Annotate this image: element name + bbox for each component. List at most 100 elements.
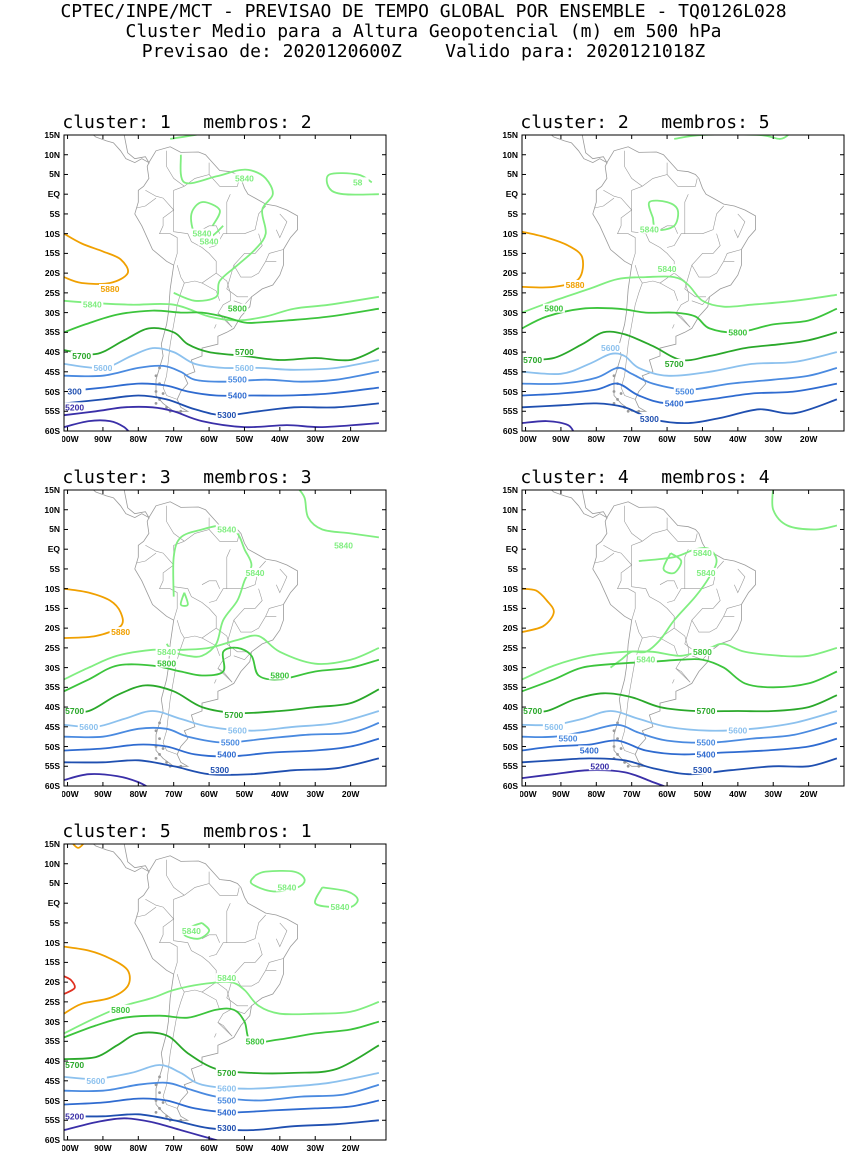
contour-label-bg [599, 343, 622, 353]
country-border [226, 974, 248, 1007]
lat-label: 45S [44, 1075, 60, 1086]
lat-label: 15N [44, 485, 60, 495]
contour-label-bg [64, 1111, 86, 1121]
contour-label: 5200 [65, 1111, 84, 1121]
map-frame: 5840 5840 5840 5840 5800 5800 5700 5700 5600 5600… [44, 839, 388, 1160]
lat-label: 5S [49, 563, 60, 574]
lat-label: 5S [49, 917, 60, 928]
contour-label: 5840 [331, 902, 350, 912]
contour-label-bg [588, 761, 611, 771]
country-border [631, 541, 643, 565]
lat-label: 40S [44, 1056, 60, 1067]
contour-5200 [64, 1117, 220, 1140]
lat-label: 30S [44, 662, 60, 673]
contour-label-bg [155, 658, 178, 668]
country-border [184, 871, 210, 896]
contour-5200 [64, 773, 148, 786]
country-border [209, 588, 245, 603]
country-border [176, 974, 217, 993]
contour-label: 5600 [217, 1084, 236, 1094]
contour-label-bg [77, 721, 100, 731]
country-border [723, 604, 742, 617]
contour-label-bg [215, 1107, 238, 1117]
contour-label-bg [70, 351, 93, 361]
country-border [244, 914, 266, 943]
country-border [155, 904, 233, 1037]
contour-label: 5400 [228, 390, 247, 400]
lon-label: 100W [62, 434, 80, 444]
lon-label: 70W [165, 1143, 183, 1153]
contour-label: 5500 [217, 1096, 236, 1106]
contour-5840 [771, 490, 838, 531]
contour-5600 [522, 710, 838, 732]
country-border [659, 225, 678, 234]
contour-label: 5700 [523, 355, 542, 365]
lat-label: 10N [44, 858, 60, 869]
contour-5600 [522, 351, 838, 377]
contour-label: 5600 [235, 363, 254, 373]
contour-5600 [64, 710, 380, 732]
contour-label: 5600 [728, 726, 747, 736]
lon-label: 70W [165, 434, 183, 444]
country-border [624, 150, 643, 187]
contour-label-bg [726, 327, 749, 337]
island [619, 392, 623, 395]
lat-label: 15N [44, 839, 60, 849]
contour-label: 5700 [65, 1060, 84, 1070]
lon-label: 30W [306, 1143, 324, 1153]
island [616, 753, 619, 756]
lon-label: 90W [94, 789, 112, 799]
country-border [666, 174, 698, 187]
panel-title: cluster: 3 membros: 3 [62, 467, 312, 488]
country-border [145, 545, 157, 552]
contour-label-bg [268, 670, 291, 680]
country-border [734, 568, 746, 594]
island [619, 747, 623, 750]
contour-5700 [64, 1031, 380, 1075]
island [626, 409, 630, 413]
island [158, 1075, 161, 1079]
map-frame: 5840 5840 5800 5840 5700 5700 5600 5500 5400 5600… [502, 485, 846, 806]
lat-label: EQ [505, 189, 518, 200]
island [158, 721, 161, 725]
contour-label-bg [329, 902, 351, 912]
lon-label: 40W [729, 434, 747, 444]
lat-label: 50S [44, 1095, 60, 1106]
contour-5880 [72, 844, 85, 849]
country-border [691, 296, 710, 306]
map-frame: 5840 5840 5840 5880 5840 5800 5800 5700 5700 5600… [44, 485, 388, 806]
map-border [521, 489, 845, 787]
lon-label: 30W [306, 789, 324, 799]
country-border [594, 197, 615, 209]
lat-label: 35S [44, 327, 60, 338]
lat-label: 55S [44, 406, 60, 417]
island [158, 366, 161, 370]
country-border [159, 564, 178, 621]
panel-title: cluster: 1 membros: 2 [62, 112, 312, 133]
contour-5800 [64, 1007, 380, 1044]
lon-label: 50W [694, 789, 712, 799]
contour-label: 5700 [72, 351, 91, 361]
island [612, 729, 616, 733]
country-border [136, 552, 157, 564]
country-border [208, 529, 240, 542]
country-border [226, 549, 231, 589]
lat-label: 60S [502, 781, 518, 791]
contour-label: 5840 [217, 524, 236, 534]
contour-label-bg [226, 374, 249, 384]
map-frame: 5840 58 5840 5840 5880 5840 5800 5700 5700 5600 56… [44, 130, 388, 451]
contour-label: 5840 [235, 173, 254, 183]
contour-label: 5800 [544, 304, 563, 314]
lat-label: 55S [502, 761, 518, 772]
island [154, 1083, 158, 1087]
country-border [173, 186, 185, 210]
contour-label-bg [691, 765, 714, 775]
contour-label-bg [64, 402, 86, 412]
island [623, 760, 627, 764]
contour-label: 5840 [636, 655, 655, 665]
header-line-2: Cluster Medio para a Altura Geopotencial… [125, 21, 722, 42]
contour-label: 5840 [182, 926, 201, 936]
lon-label: 40W [271, 434, 289, 444]
contour-label-bg [219, 737, 242, 747]
country-border [666, 529, 698, 542]
